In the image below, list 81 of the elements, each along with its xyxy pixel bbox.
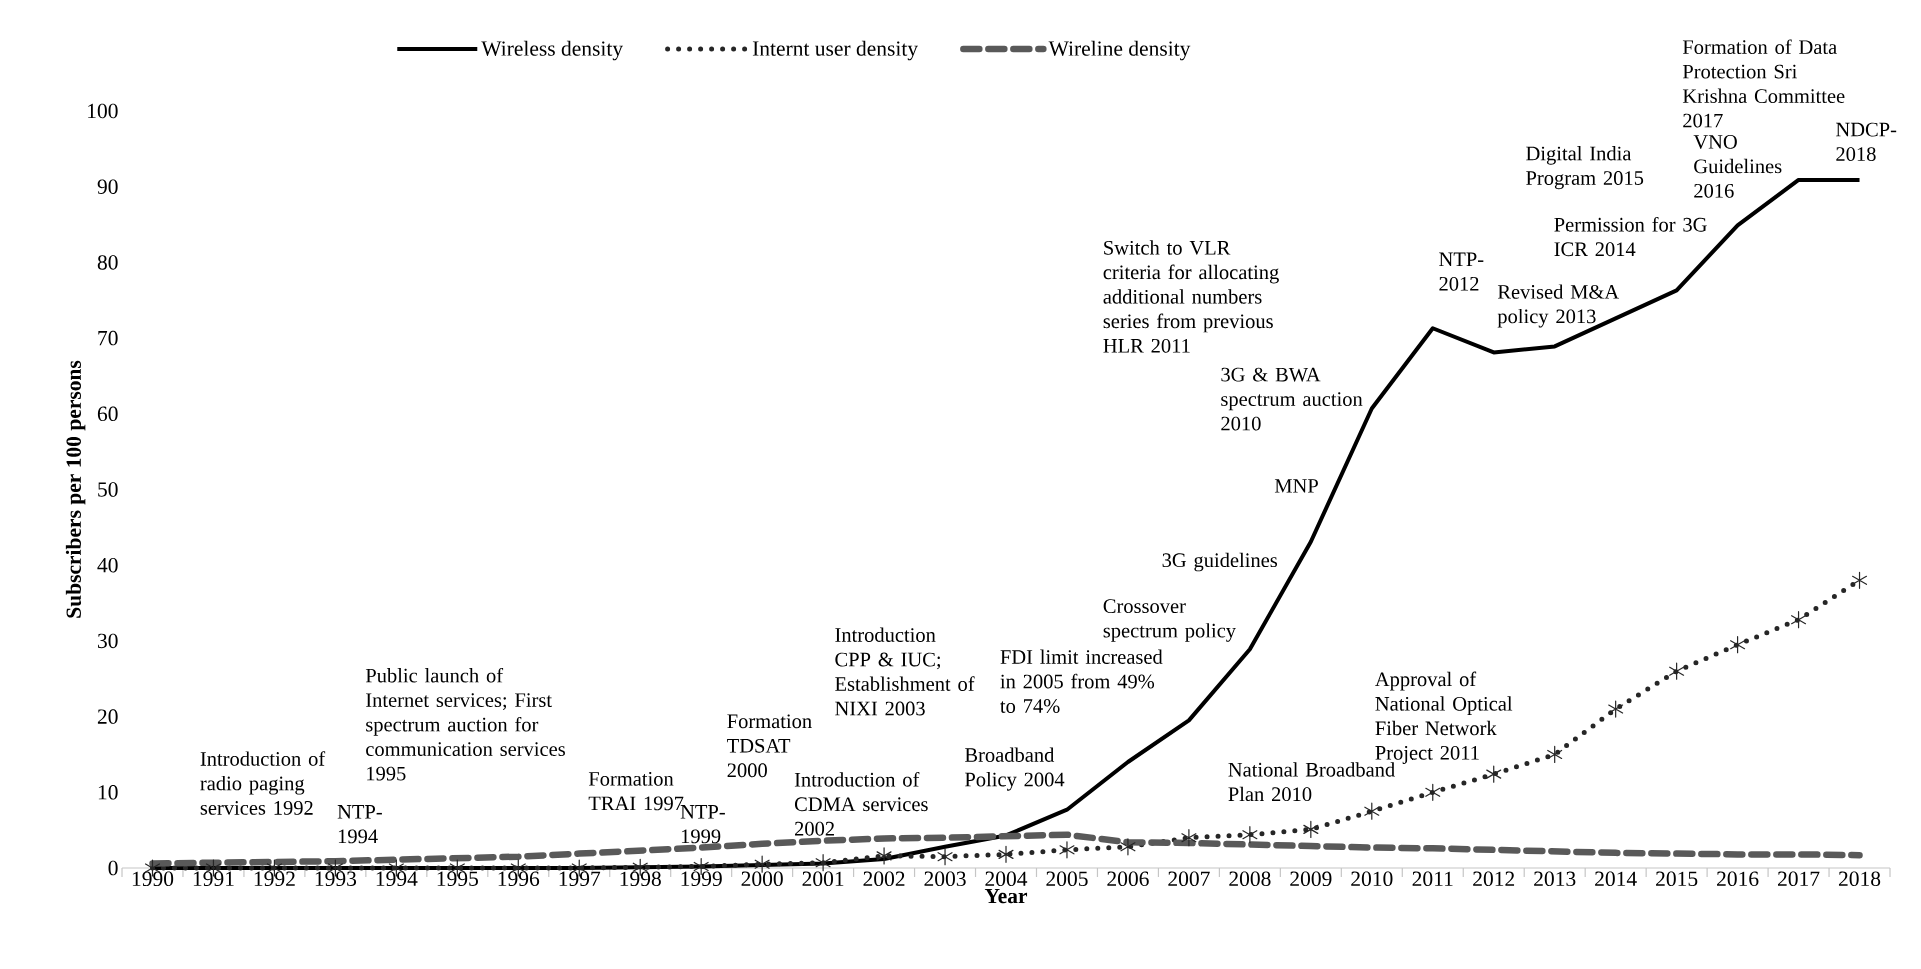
y-tick-label: 20	[97, 709, 118, 724]
point	[937, 848, 953, 866]
point	[998, 845, 1014, 863]
y-tick-label: 90	[97, 179, 118, 194]
x-tick-label: 2014	[1595, 871, 1637, 887]
annotation: Permission for 3G ICR 2014	[1554, 217, 1707, 257]
x-tick-label: 1997	[559, 871, 601, 886]
x-tick-label: 2005	[1046, 871, 1088, 887]
point	[1364, 802, 1380, 820]
x-tick-label: 2008	[1229, 871, 1271, 887]
x-tick-label: 2017	[1778, 871, 1820, 887]
annotation: VNO Guidelines 2016	[1693, 135, 1782, 198]
x-tick-label: 1996	[498, 871, 540, 886]
legend-label: Internt user density	[752, 40, 919, 61]
y-tick-label: 60	[97, 406, 118, 422]
y-tick-label: 0	[108, 860, 118, 876]
annotation: Broadband Policy 2004	[965, 747, 1065, 791]
x-tick-label: 2013	[1534, 871, 1576, 887]
y-tick-label: 30	[98, 633, 118, 649]
y-tick-label: 70	[98, 330, 118, 346]
point	[876, 847, 892, 865]
x-tick-label: 2012	[1473, 871, 1515, 887]
x-tick-label: 1994	[376, 871, 418, 886]
x-tick-label: 2011	[1412, 871, 1453, 887]
y-tick-label: 80	[97, 255, 118, 270]
point	[1120, 838, 1136, 856]
x-tick-label: 2016	[1717, 871, 1759, 887]
x-tick-label: 2000	[741, 871, 783, 887]
x-tick-label: 2003	[924, 871, 966, 887]
point	[1547, 745, 1563, 764]
y-axis-title: Subscribers per 100 persons	[65, 360, 86, 618]
y-tick-label: 40	[97, 557, 118, 573]
x-tick-label: 1990	[132, 871, 174, 887]
annotation: Switch to VLR criteria for allocating additional numbers series from previous HLR 2011	[1103, 240, 1279, 353]
x-tick-label: 1999	[681, 871, 722, 886]
point	[815, 854, 831, 872]
x-tick-label: 2004	[985, 871, 1028, 887]
point	[1669, 662, 1685, 680]
annotation: Digital India Program 2015	[1526, 145, 1644, 190]
annotation: Public launch of Internet services; First spectrum auction for communication services 1995	[365, 667, 565, 781]
annotation: 3G guidelines	[1162, 552, 1278, 572]
x-tick-label: 1995	[437, 871, 478, 886]
annotation: Introduction of radio paging services 1992	[200, 751, 326, 815]
x-tick-label: 2010	[1351, 871, 1393, 887]
x-tick-label: 2009	[1290, 871, 1332, 887]
x-tick-label: 2015	[1656, 871, 1698, 887]
point	[1730, 636, 1746, 654]
x-tick-label: 2002	[863, 871, 905, 887]
x-tick-label: 1998	[620, 871, 661, 887]
annotation: FDI limit increased in 2005 from 49% to 74%	[1000, 649, 1163, 713]
x-axis-title: Year	[984, 888, 1028, 904]
point	[1608, 700, 1624, 718]
y-tick-label: 10	[98, 785, 118, 800]
point	[1242, 826, 1258, 844]
annotation: National Broadband Plan 2010	[1228, 762, 1395, 802]
annotation: Approval of National Optical Fiber Network Project 2011	[1375, 671, 1513, 764]
annotation: Revised M&A policy 2013	[1497, 284, 1620, 328]
point	[1791, 611, 1807, 629]
point	[1181, 829, 1197, 847]
annotation: 3G & BWA spectrum auction 2010	[1221, 367, 1363, 431]
annotation: Introduction CPP & IUC; Establishment of NIXI 2003	[835, 627, 975, 716]
x-tick-label: 2007	[1168, 871, 1210, 887]
x-tick-label: 2018	[1838, 871, 1881, 887]
x-tick-label: 1993	[315, 871, 357, 886]
point	[1486, 765, 1502, 783]
x-tick-label: 1991	[193, 871, 234, 886]
annotation: MNP	[1274, 479, 1318, 493]
point	[1059, 841, 1075, 859]
y-tick-label: 50	[98, 482, 118, 497]
x-tick-label: 2006	[1107, 871, 1149, 887]
y-tick-label: 100	[88, 103, 118, 119]
x-tick-label: 2001	[802, 871, 844, 887]
x-tick-label: 1992	[254, 871, 295, 886]
annotation: NTP-2012	[1439, 252, 1484, 291]
point	[1303, 820, 1319, 838]
point	[1425, 783, 1441, 801]
point	[1852, 571, 1868, 589]
annotation: NTP-1994	[337, 805, 382, 844]
legend-label: Wireline density	[1048, 40, 1191, 61]
legend-label: Wireless density	[481, 40, 624, 61]
annotation: Crossover spectrum policy	[1103, 599, 1236, 642]
